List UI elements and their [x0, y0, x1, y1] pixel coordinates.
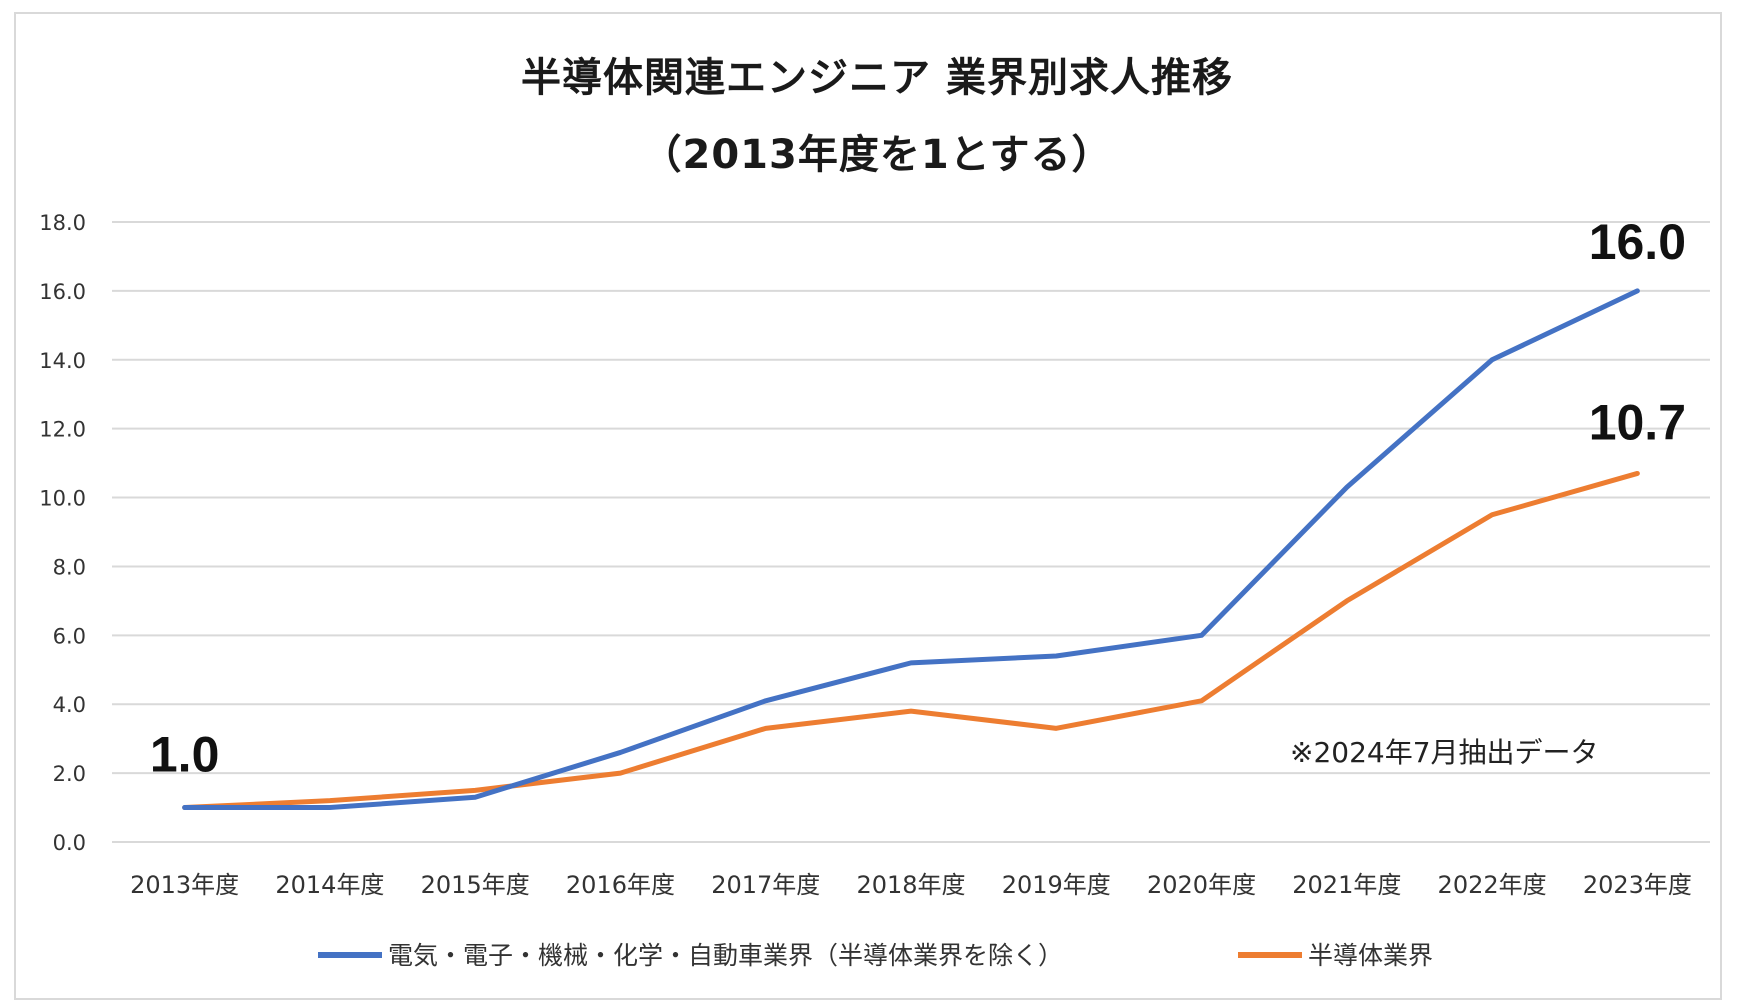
chart-frame: [14, 12, 1722, 1000]
series-line-1: [182, 288, 1640, 811]
x-tick-label: 2023年度: [1583, 871, 1692, 899]
x-axis-ticks: 2013年度 2014年度 2015年度 2016年度 2017年度 2018年度 2019…: [130, 871, 1692, 899]
y-tick-label: 16.0: [39, 280, 86, 304]
y-tick-label: 2.0: [53, 762, 86, 786]
start-value-label: 1.0: [150, 727, 220, 783]
y-tick-label: 4.0: [53, 693, 86, 717]
chart-title: 半導体関連エンジニア 業界別求人推移: [521, 55, 1233, 101]
y-tick-label: 10.0: [39, 487, 86, 511]
y-tick-label: 8.0: [53, 555, 86, 579]
legend-label-2: 半導体業界: [1308, 941, 1433, 970]
x-tick-label: 2015年度: [421, 871, 530, 899]
x-tick-label: 2014年度: [275, 871, 384, 899]
x-tick-label: 2022年度: [1438, 871, 1547, 899]
y-tick-label: 18.0: [39, 211, 86, 235]
y-tick-label: 12.0: [39, 418, 86, 442]
y-axis-ticks: 0.0 2.0 4.0 6.0 8.0 10.0 12.0 14.0 16.0 18.0: [39, 211, 86, 855]
legend-label-1: 電気・電子・機械・化学・自動車業界（半導体業界を除く）: [388, 941, 1063, 970]
end-value-label-series1: 16.0: [1589, 214, 1686, 270]
y-tick-label: 6.0: [53, 624, 86, 648]
x-tick-label: 2021年度: [1292, 871, 1401, 899]
x-tick-label: 2018年度: [856, 871, 965, 899]
series-line-2: [182, 470, 1640, 811]
gridlines: [112, 221, 1710, 843]
x-tick-label: 2017年度: [711, 871, 820, 899]
legend: 電気・電子・機械・化学・自動車業界（半導体業界を除く） 半導体業界: [318, 941, 1433, 970]
chart-subtitle: （2013年度を1とする）: [641, 132, 1113, 178]
x-tick-label: 2013年度: [130, 871, 239, 899]
y-tick-label: 14.0: [39, 349, 86, 373]
x-tick-label: 2016年度: [566, 871, 675, 899]
data-note: ※2024年7月抽出データ: [1290, 736, 1599, 769]
x-tick-label: 2019年度: [1002, 871, 1111, 899]
y-tick-label: 0.0: [53, 831, 86, 855]
x-tick-label: 2020年度: [1147, 871, 1256, 899]
series-lines: [182, 288, 1640, 811]
end-value-label-series2: 10.7: [1589, 394, 1686, 450]
